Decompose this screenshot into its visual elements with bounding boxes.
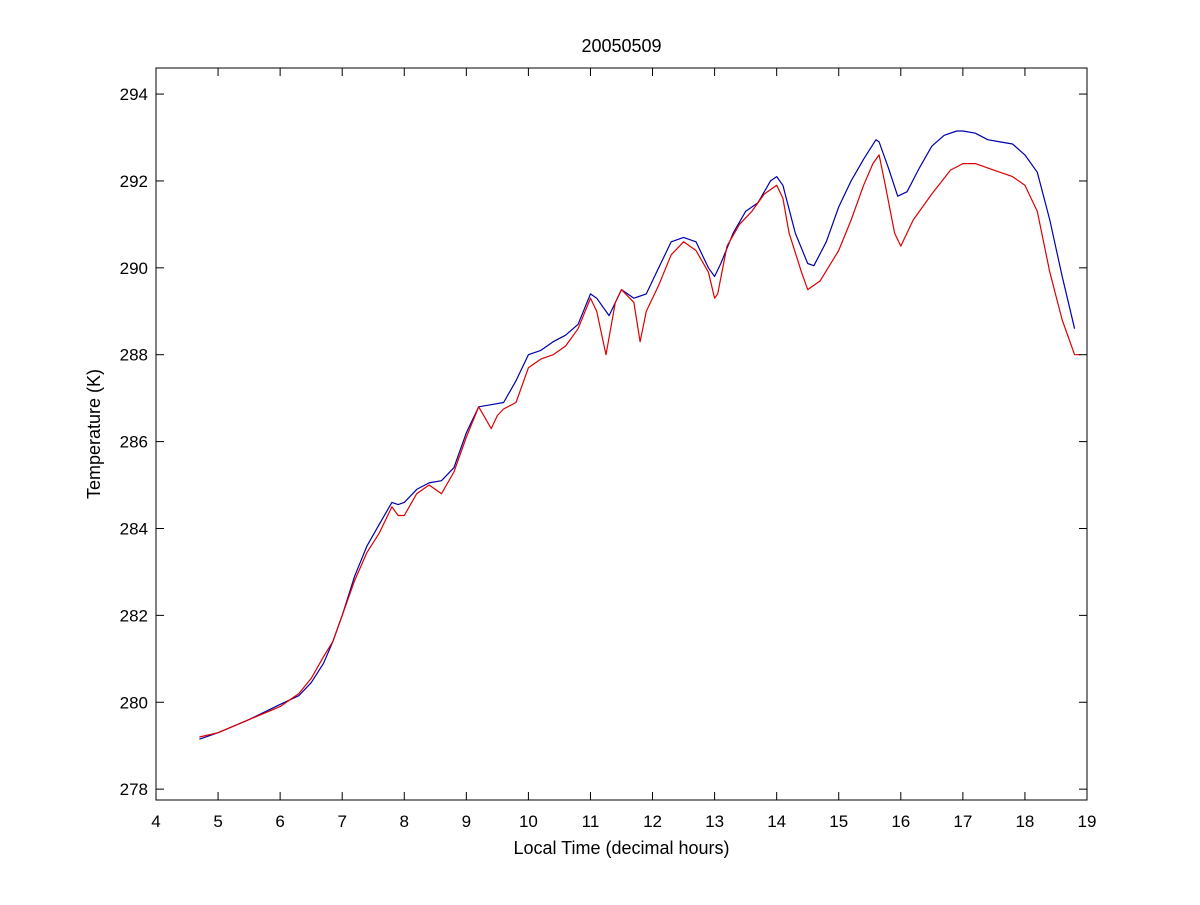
x-tick-label: 12 xyxy=(643,812,662,831)
x-tick-label: 19 xyxy=(1078,812,1097,831)
y-tick-label: 294 xyxy=(120,85,148,104)
series-line-2 xyxy=(199,154,1081,738)
x-tick-label: 17 xyxy=(953,812,972,831)
x-tick-label: 9 xyxy=(462,812,471,831)
x-tick-label: 4 xyxy=(151,812,160,831)
x-tick-label: 10 xyxy=(519,812,538,831)
y-tick-label: 282 xyxy=(120,606,148,625)
x-tick-label: 8 xyxy=(400,812,409,831)
y-tick-label: 288 xyxy=(120,346,148,365)
x-tick-label: 16 xyxy=(891,812,910,831)
y-tick-label: 292 xyxy=(120,172,148,191)
y-tick-label: 286 xyxy=(120,433,148,452)
x-tick-label: 18 xyxy=(1015,812,1034,831)
x-axis-label: Local Time (decimal hours) xyxy=(513,838,729,858)
plot-area xyxy=(156,68,1087,800)
x-tick-label: 14 xyxy=(767,812,786,831)
x-tick-label: 11 xyxy=(582,812,600,831)
x-tick-label: 13 xyxy=(705,812,724,831)
y-tick-label: 280 xyxy=(120,693,148,712)
series-layer xyxy=(199,130,1081,740)
x-tick-label: 15 xyxy=(829,812,848,831)
y-axis-label: Temperature (K) xyxy=(84,369,104,499)
y-tick-label: 290 xyxy=(120,259,148,278)
plot-frame xyxy=(155,67,1088,801)
ticks-layer: 4 5 6 7 8 9 10 11 12 13 14 15 16 17 18 19 278 280 282 284 28… xyxy=(120,68,1097,831)
y-tick-label: 284 xyxy=(120,519,148,538)
series-line-1 xyxy=(199,130,1076,740)
y-tick-label: 278 xyxy=(120,780,148,799)
chart-title: 20050509 xyxy=(581,36,661,56)
x-tick-label: 5 xyxy=(213,812,222,831)
x-tick-label: 7 xyxy=(337,812,346,831)
x-tick-label: 6 xyxy=(275,812,284,831)
